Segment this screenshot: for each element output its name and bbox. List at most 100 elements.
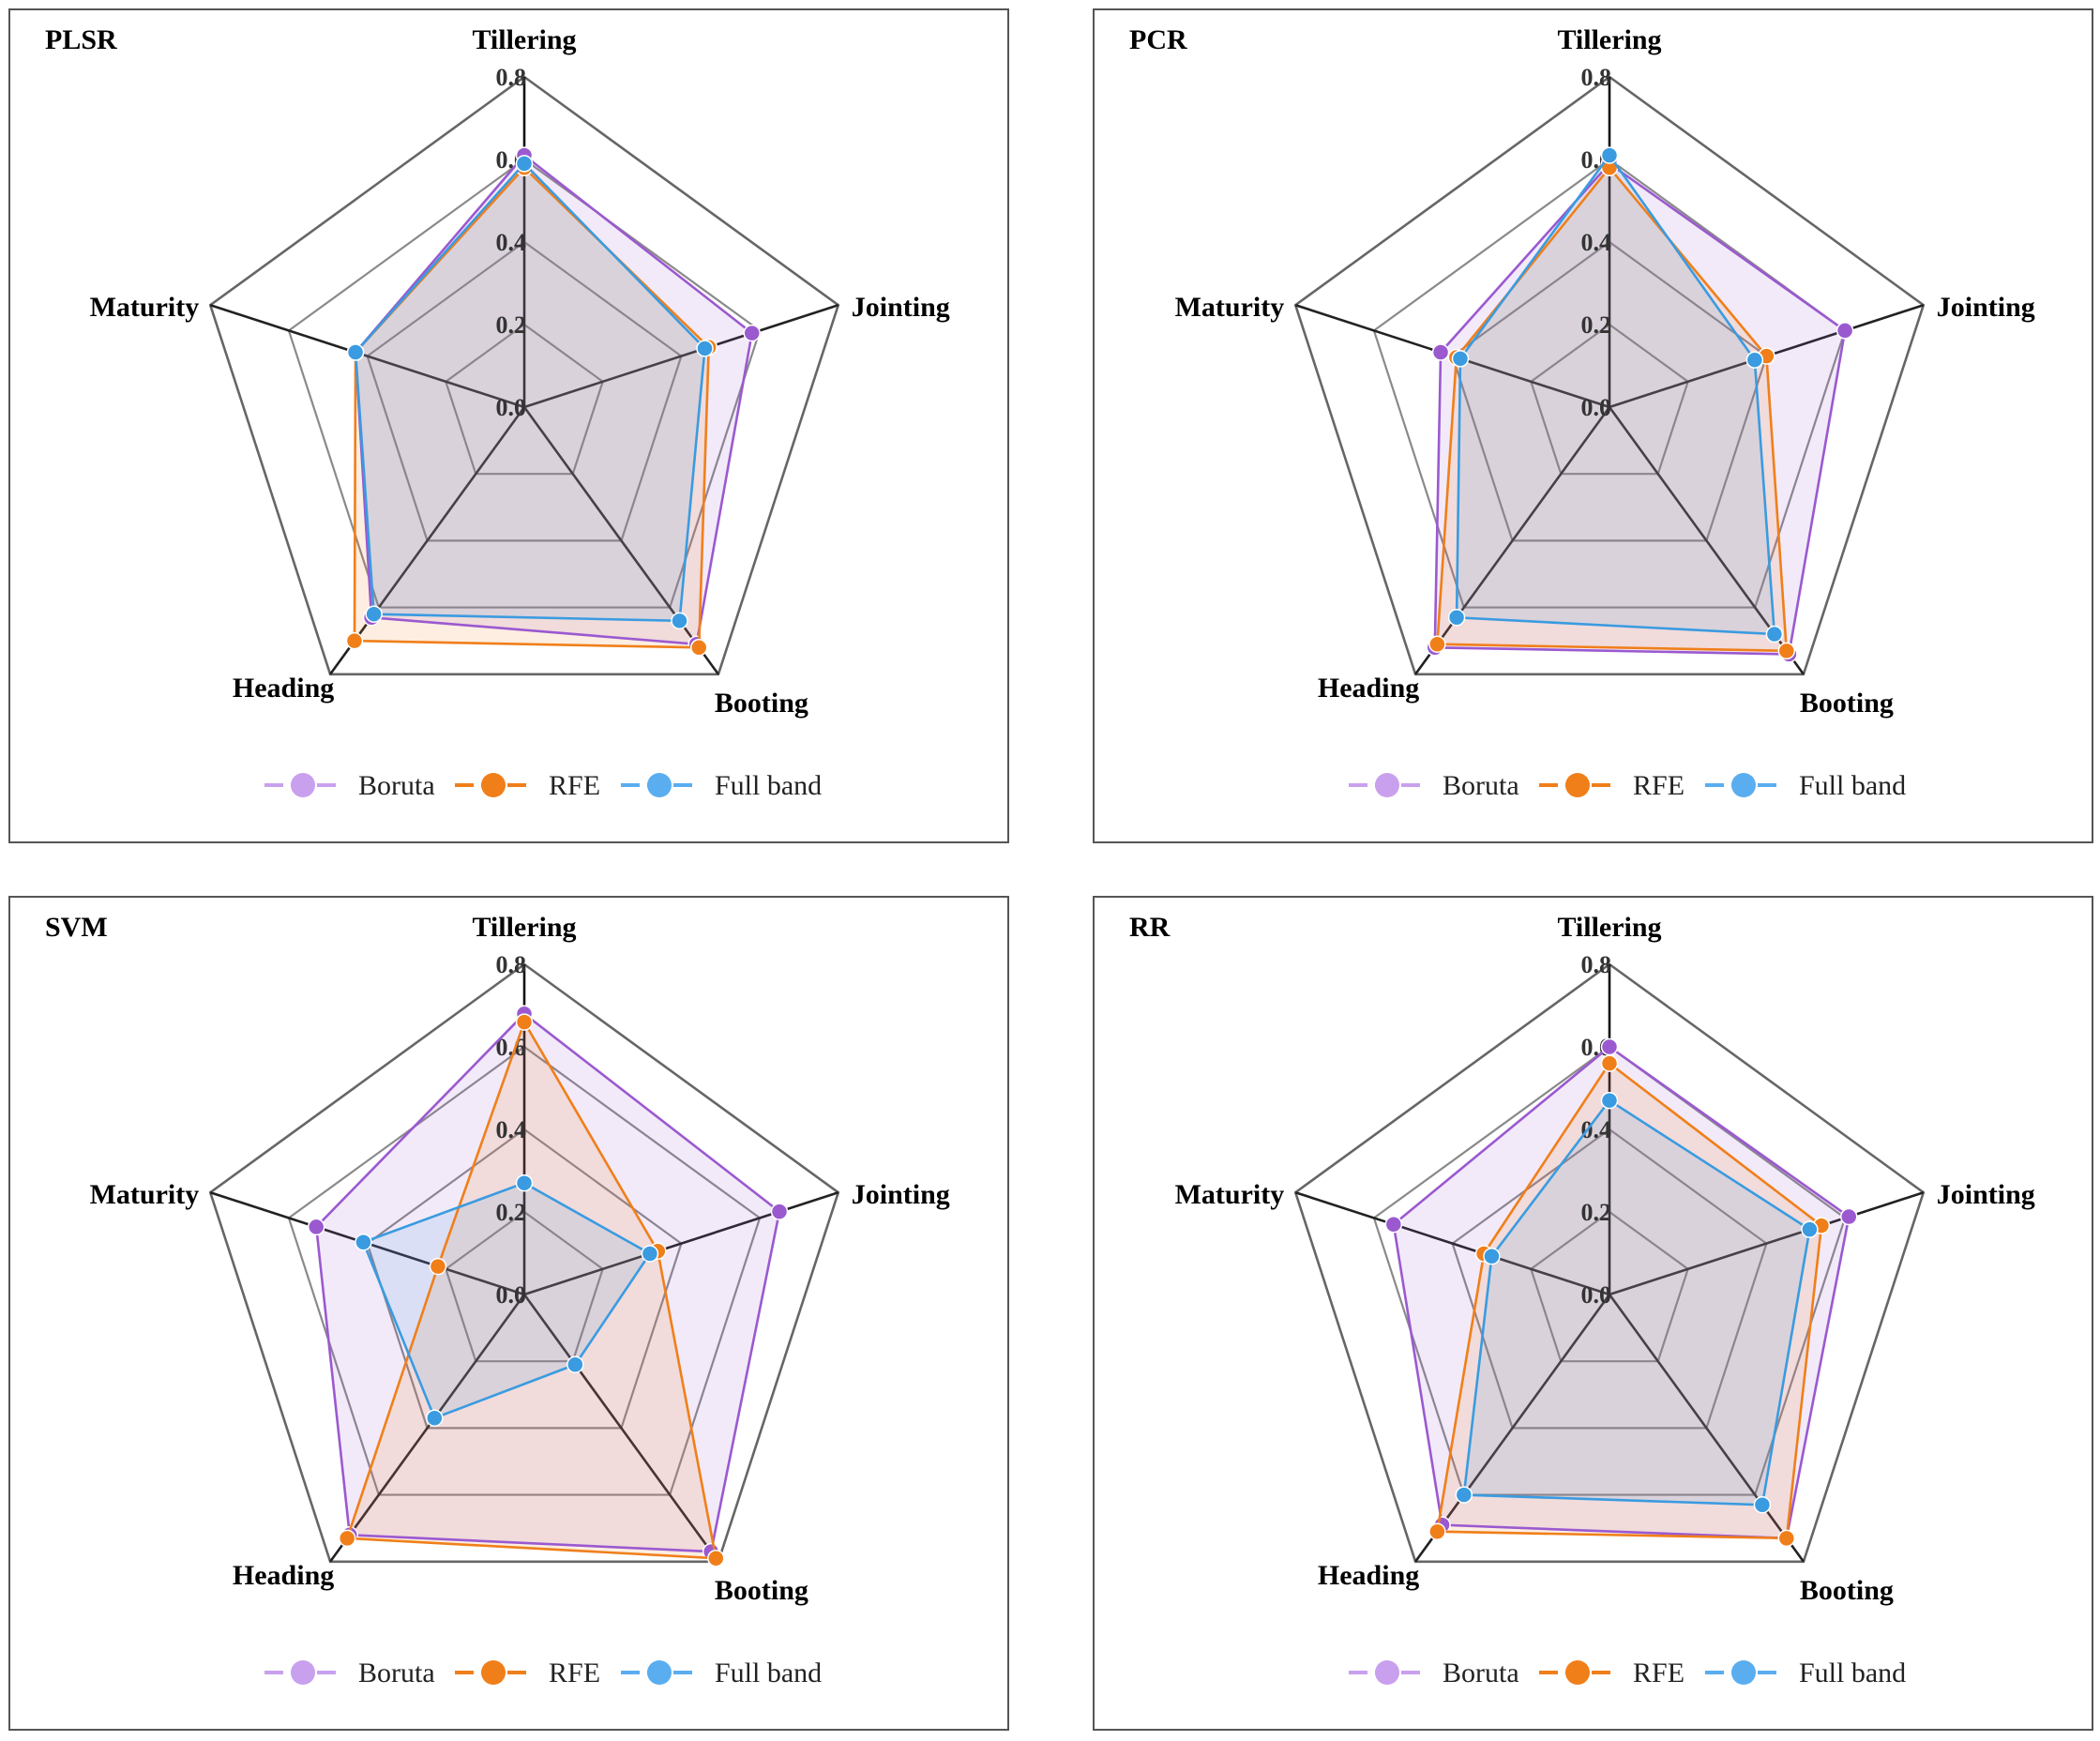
data-point-boruta [770, 1203, 789, 1220]
series-line-full-band [354, 161, 706, 623]
data-point-rfe [707, 1549, 725, 1567]
data-point-full-band [641, 1245, 659, 1263]
series-line-rfe [345, 1019, 718, 1560]
axis-label-maturity: Maturity [90, 1179, 200, 1210]
axis-spoke [1414, 406, 1611, 675]
legend-marker-full-band [1731, 773, 1756, 797]
data-point-rfe [1428, 1522, 1446, 1540]
panel-title: RR [1129, 912, 1171, 943]
tick-label: 0.2 [496, 311, 527, 339]
legend-label-rfe: RFE [1633, 770, 1685, 801]
axis-label-booting: Booting [715, 1575, 808, 1606]
grid-ring [1530, 323, 1689, 476]
legend-marker-boruta [291, 1660, 315, 1685]
panel-title: PCR [1129, 24, 1187, 55]
series-fill-rfe [354, 167, 709, 648]
data-point-full-band [671, 612, 688, 630]
tick-label: 0.8 [1581, 951, 1612, 978]
axis-label-booting: Booting [715, 688, 808, 719]
series-line-rfe [1435, 1061, 1823, 1540]
axis-spoke [329, 1294, 526, 1563]
data-point-boruta [1431, 343, 1450, 361]
data-point-full-band [1600, 1091, 1619, 1110]
data-point-rfe [1777, 642, 1796, 660]
panel-title: PLSR [45, 24, 117, 55]
legend-label-rfe: RFE [1633, 1658, 1685, 1688]
legend-label-boruta: Boruta [1443, 1658, 1519, 1688]
series-fill-full-band [355, 163, 705, 621]
panel-frame [1093, 8, 2093, 843]
axis-label-booting: Booting [1800, 1575, 1894, 1606]
tick-label: 0.0 [496, 1281, 527, 1309]
legend-label-rfe: RFE [549, 1658, 600, 1688]
data-point-full-band [696, 340, 714, 357]
axis-spoke [1414, 1294, 1611, 1563]
data-point-boruta [307, 1218, 325, 1236]
data-point-rfe [1600, 1054, 1619, 1072]
legend-marker-full-band [647, 773, 672, 797]
axis-label-tillering: Tillering [472, 24, 576, 55]
legend-marker-boruta [1375, 1660, 1399, 1685]
grid-ring [1293, 75, 1926, 676]
series-line-full-band [1462, 1098, 1811, 1506]
panel-frame [8, 896, 1009, 1731]
series-line-full-band [1455, 153, 1776, 636]
axis-label-heading: Heading [1318, 673, 1419, 704]
legend-marker-rfe [1565, 1660, 1590, 1685]
axis-label-jointing: Jointing [852, 292, 950, 323]
panel-pcr: PCR0.00.20.40.60.8TilleringJointingBooti… [1093, 8, 2093, 843]
data-point-full-band [365, 605, 383, 623]
series-fill-boruta [355, 155, 752, 644]
legend-label-boruta: Boruta [1443, 770, 1519, 801]
data-point-full-band [1765, 625, 1784, 643]
data-point-full-band [1447, 609, 1466, 627]
data-point-full-band [1753, 1496, 1772, 1514]
axis-spoke [523, 303, 839, 409]
axis-label-jointing: Jointing [1937, 1179, 2035, 1210]
legend-label-full-band: Full band [715, 1658, 822, 1688]
data-point-boruta [1836, 322, 1854, 340]
panel-plsr: PLSR0.00.20.40.60.8TilleringJointingBoot… [8, 8, 1009, 843]
data-point-rfe [689, 639, 708, 657]
series-fill-rfe [1437, 1063, 1821, 1538]
tick-label: 0.8 [1581, 64, 1612, 91]
grid-ring [445, 1210, 604, 1363]
axis-label-tillering: Tillering [1557, 912, 1661, 943]
data-point-rfe [515, 1013, 534, 1031]
legend-marker-rfe [1565, 773, 1590, 797]
axis-label-maturity: Maturity [90, 292, 200, 323]
axis-spoke [1294, 1190, 1610, 1296]
data-point-full-band [355, 1234, 372, 1251]
grid-ring [208, 962, 840, 1564]
legend-marker-boruta [1375, 773, 1399, 797]
axis-spoke [1609, 1190, 1925, 1296]
data-point-full-band [1745, 351, 1764, 369]
data-point-boruta [743, 324, 761, 342]
legend-marker-boruta [291, 773, 315, 797]
axis-spoke [329, 406, 526, 675]
grid-ring [1451, 240, 1768, 542]
data-point-boruta [1384, 1215, 1403, 1234]
series-line-boruta [1433, 161, 1847, 656]
axis-label-heading: Heading [233, 1560, 334, 1591]
grid-ring [287, 1045, 762, 1496]
axis-label-maturity: Maturity [1175, 292, 1285, 323]
data-point-full-band [1600, 146, 1619, 164]
grid-ring [366, 1128, 683, 1430]
tick-label: 0.0 [1581, 394, 1612, 421]
legend-marker-rfe [481, 1660, 506, 1685]
data-point-full-band [515, 155, 534, 173]
tick-label: 0.0 [496, 394, 527, 421]
grid-ring [287, 158, 762, 609]
series-line-rfe [1435, 165, 1789, 653]
legend-marker-full-band [1731, 1660, 1756, 1685]
grid-ring [208, 75, 840, 676]
data-point-full-band [426, 1409, 444, 1427]
legend-marker-full-band [647, 1660, 672, 1685]
axis-spoke [522, 1294, 719, 1563]
data-point-rfe [1428, 635, 1446, 653]
axis-label-jointing: Jointing [1937, 292, 2035, 323]
tick-label: 0.8 [496, 951, 527, 978]
tick-label: 0.2 [1581, 311, 1612, 339]
